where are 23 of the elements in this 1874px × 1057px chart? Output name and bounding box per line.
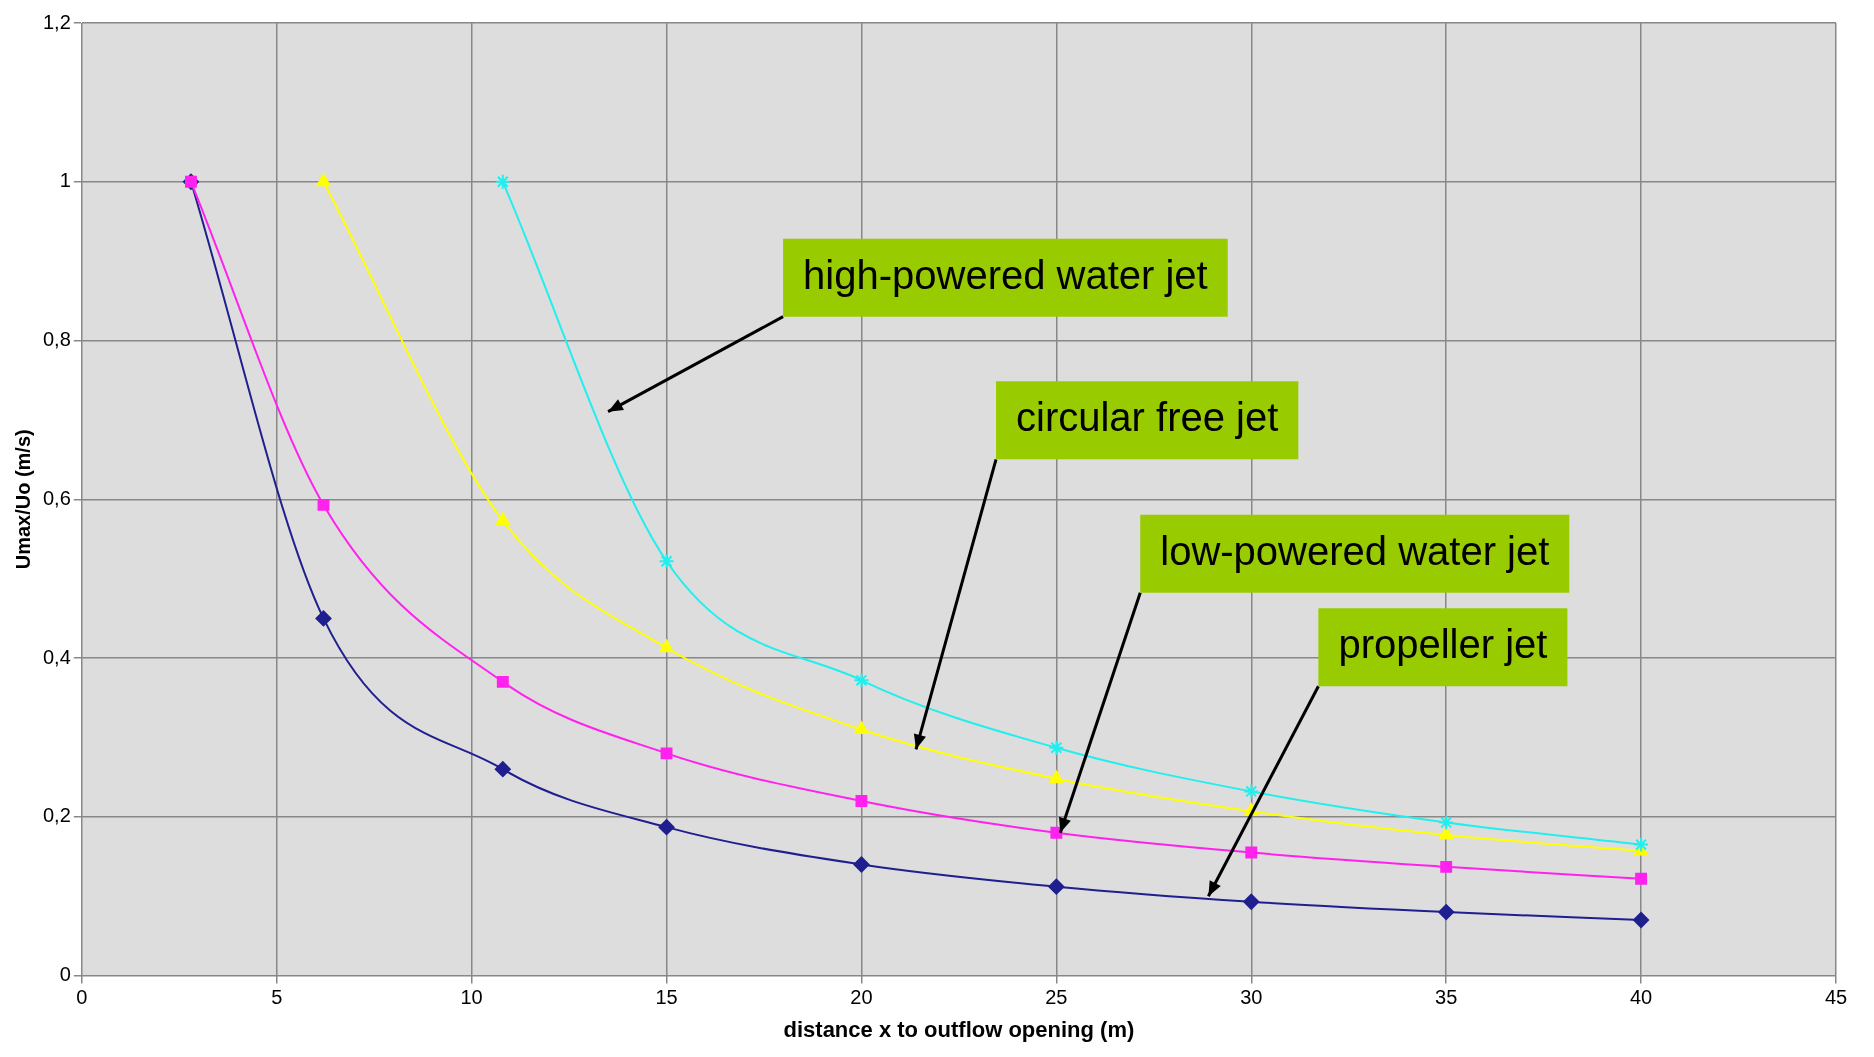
x-tick-label: 10 <box>460 986 483 1009</box>
y-tick-label: 0,6 <box>42 486 71 509</box>
x-tick-label: 20 <box>850 986 873 1009</box>
y-tick-label: 1 <box>59 169 71 192</box>
x-tick-label: 0 <box>76 986 88 1009</box>
x-tick-label: 15 <box>655 986 678 1009</box>
x-axis-title: distance x to outflow opening (m) <box>783 1016 1135 1042</box>
y-tick-label: 1,2 <box>42 10 71 33</box>
y-axis-title: Umax/Uo (m/s) <box>11 429 34 570</box>
x-tick-label: 35 <box>1435 986 1458 1009</box>
y-tick-label: 0,2 <box>42 804 71 827</box>
annotation: circular free jet <box>1016 395 1279 440</box>
x-tick-label: 5 <box>271 986 283 1009</box>
x-tick-label: 45 <box>1824 986 1848 1009</box>
y-tick-label: 0,8 <box>42 328 71 351</box>
y-tick-label: 0 <box>59 963 71 986</box>
x-tick-label: 30 <box>1240 986 1263 1009</box>
annotation: propeller jet <box>1338 622 1548 667</box>
y-tick-label: 0,4 <box>42 645 71 668</box>
x-tick-label: 25 <box>1045 986 1068 1009</box>
annotation: high-powered water jet <box>803 252 1208 297</box>
annotation: low-powered water jet <box>1160 528 1550 573</box>
x-tick-label: 40 <box>1629 986 1653 1009</box>
